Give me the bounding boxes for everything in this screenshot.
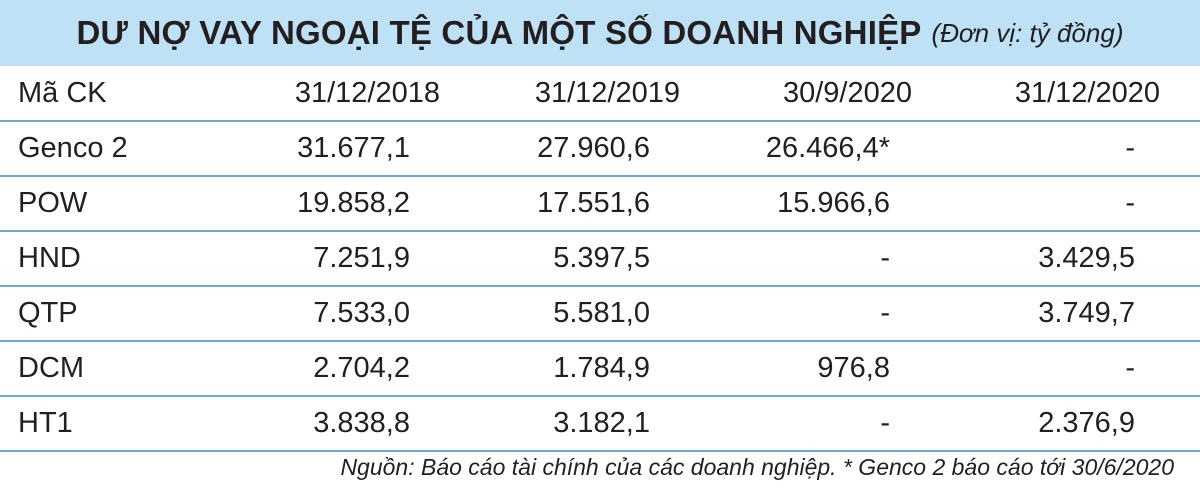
- value-cell: 976,8: [817, 352, 890, 384]
- table-row: HND 7.251,9 5.397,5 - 3.429,5: [0, 232, 1200, 287]
- value-cell: 3.838,8: [313, 407, 410, 439]
- value-cell: 3.429,5: [1038, 242, 1135, 274]
- table-row: DCM 2.704,2 1.784,9 976,8 -: [0, 342, 1200, 397]
- header-sep-2020: 30/9/2020: [782, 76, 912, 109]
- value-cell: 7.251,9: [313, 242, 410, 274]
- header-ticker: Mã CK: [18, 76, 107, 109]
- ticker-cell: Genco 2: [18, 132, 128, 164]
- value-cell: 3.182,1: [553, 407, 650, 439]
- ticker-cell: POW: [18, 187, 88, 219]
- value-cell: -: [1125, 352, 1135, 384]
- value-cell: 5.397,5: [553, 242, 650, 274]
- value-cell: -: [1125, 187, 1135, 219]
- value-cell: 27.960,6: [537, 132, 650, 164]
- value-cell: 17.551,6: [537, 187, 650, 219]
- unit-note: (Đơn vị: tỷ đồng): [931, 17, 1124, 48]
- title-bar: DƯ NỢ VAY NGOẠI TỆ CỦA MỘT SỐ DOANH NGHI…: [0, 0, 1200, 66]
- value-cell: -: [880, 297, 890, 329]
- value-cell: 26.466,4*: [765, 132, 890, 164]
- table-row: QTP 7.533,0 5.581,0 - 3.749,7: [0, 287, 1200, 342]
- source-note: Nguồn: Báo cáo tài chính của các doanh n…: [340, 454, 1174, 480]
- value-cell: 19.858,2: [297, 187, 410, 219]
- value-cell: 7.533,0: [313, 297, 410, 329]
- table-header-row: Mã CK 31/12/2018 31/12/2019 30/9/2020 31…: [0, 66, 1200, 122]
- value-cell: 15.966,6: [777, 187, 890, 219]
- table-row: POW 19.858,2 17.551,6 15.966,6 -: [0, 177, 1200, 232]
- value-cell: -: [1125, 132, 1135, 164]
- ticker-cell: QTP: [18, 297, 78, 329]
- table-row: HT1 3.838,8 3.182,1 - 2.376,9: [0, 397, 1200, 452]
- table-row: Genco 2 31.677,1 27.960,6 26.466,4* -: [0, 122, 1200, 177]
- value-cell: -: [880, 407, 890, 439]
- ticker-cell: HT1: [18, 407, 73, 439]
- value-cell: 31.677,1: [297, 132, 410, 164]
- value-cell: 3.749,7: [1038, 297, 1135, 329]
- ticker-cell: DCM: [18, 352, 85, 384]
- header-2018: 31/12/2018: [294, 76, 440, 109]
- value-cell: 2.704,2: [313, 352, 410, 384]
- header-2019: 31/12/2019: [534, 76, 680, 109]
- ticker-cell: HND: [18, 242, 81, 274]
- data-table: Mã CK 31/12/2018 31/12/2019 30/9/2020 31…: [0, 66, 1200, 452]
- value-cell: -: [880, 242, 890, 274]
- value-cell: 2.376,9: [1038, 407, 1135, 439]
- value-cell: 5.581,0: [553, 297, 650, 329]
- table-title: DƯ NỢ VAY NGOẠI TỆ CỦA MỘT SỐ DOANH NGHI…: [76, 14, 922, 51]
- header-dec-2020: 31/12/2020: [1014, 76, 1160, 109]
- value-cell: 1.784,9: [553, 352, 650, 384]
